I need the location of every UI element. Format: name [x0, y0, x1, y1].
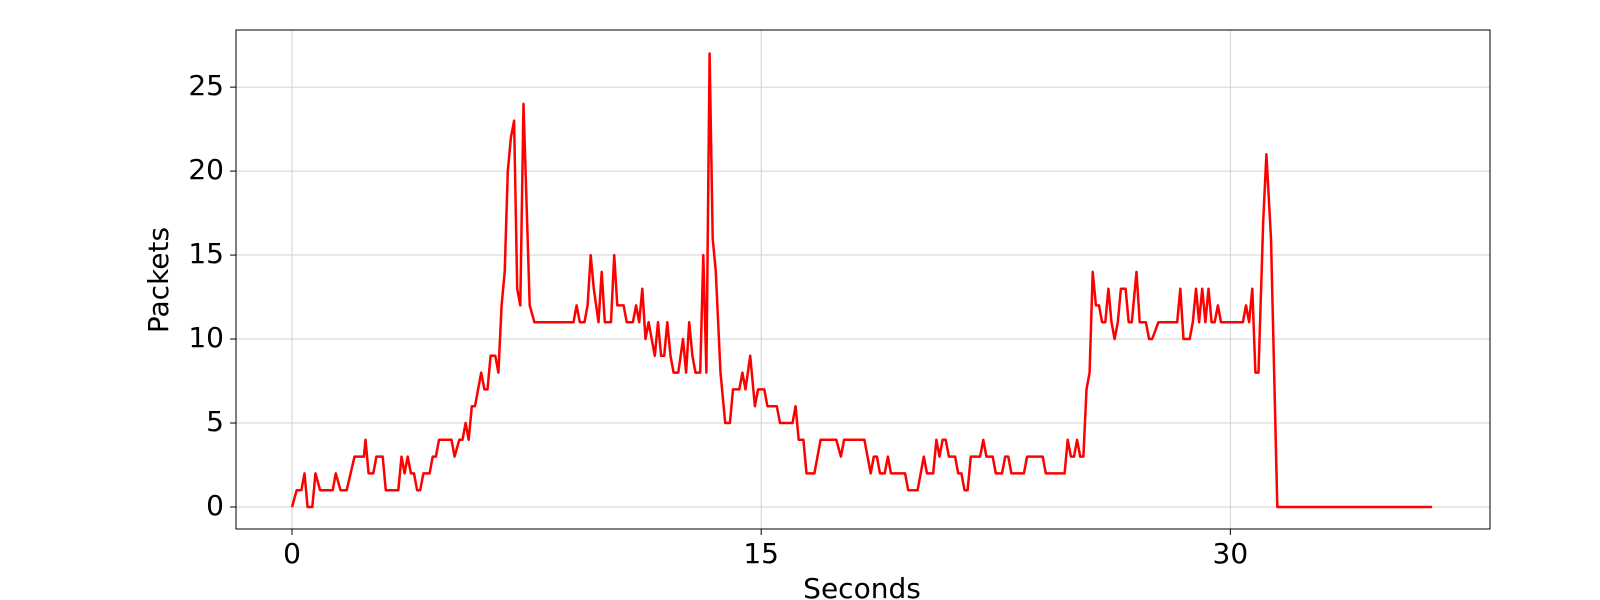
plot-frame [235, 29, 1491, 530]
y-tick-label: 15 [188, 237, 224, 270]
x-tick-label: 0 [283, 537, 301, 570]
y-tick-label: 5 [206, 405, 224, 438]
data-line [290, 52, 1433, 509]
x-tick-label: 15 [743, 537, 779, 570]
y-tick-label: 25 [188, 69, 224, 102]
y-tick-label: 20 [188, 153, 224, 186]
x-axis-label: Seconds [803, 572, 921, 600]
x-tick-label: 30 [1213, 537, 1249, 570]
y-tick-label: 10 [188, 321, 224, 354]
y-tick-label: 0 [206, 489, 224, 522]
y-axis-label: Packets [142, 227, 175, 333]
